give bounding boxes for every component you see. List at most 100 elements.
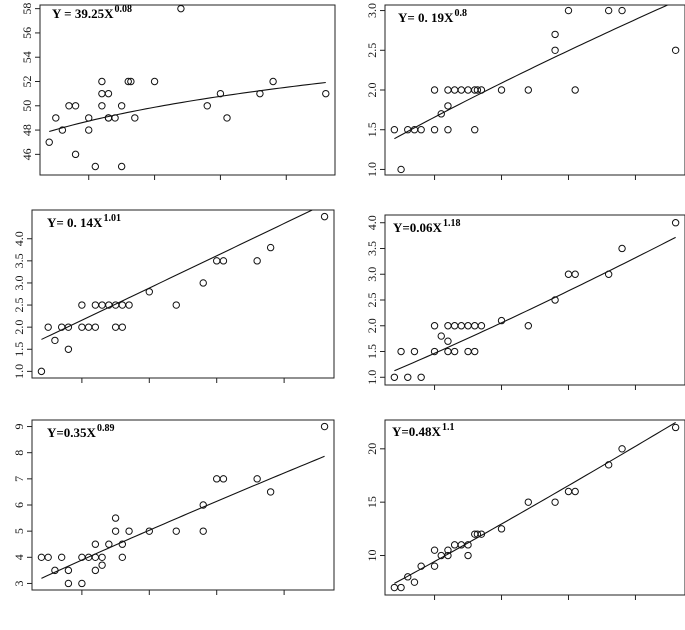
data-point [172,527,180,535]
data-point [444,337,452,345]
data-point [216,89,225,98]
fit-line [41,455,325,579]
fit-equation-exponent: 0.8 [454,8,467,19]
data-point [37,367,46,376]
data-point [444,322,452,330]
data-point [320,212,329,221]
data-point [430,126,439,134]
fit-equation-exponent: 0.08 [114,4,132,15]
data-point [524,322,533,330]
y-tick-label: 3.0 [365,267,379,282]
y-tick-label: 1.0 [365,162,379,177]
data-point [417,373,425,381]
data-point [91,553,100,562]
data-point [199,501,207,509]
y-tick-label: 1.5 [365,344,379,359]
data-point [444,546,452,554]
fit-equation-base: Y= 0. 14X [47,215,103,230]
data-point [390,373,399,381]
data-point [671,423,680,432]
data-point [437,110,445,118]
y-tick-label: 1.5 [12,342,26,357]
data-point [219,257,228,265]
data-point [322,89,330,98]
fit-equation-exponent: 0.89 [97,423,115,434]
y-tick-label: 4.0 [12,231,26,246]
data-point [65,102,73,110]
fit-equation: Y = 39.25X0.08 [52,4,132,21]
data-point [390,126,399,134]
y-tick-label: 2.5 [12,298,26,313]
data-point [571,487,579,496]
y-tick-label: 48 [20,124,34,136]
fit-line [41,210,314,340]
data-point [213,475,221,483]
fit-line [49,81,326,133]
data-point [253,475,261,483]
y-tick-label: 52 [20,76,34,88]
data-point [473,86,482,94]
fit-equation-exponent: 1.01 [103,213,121,224]
data-point [464,347,472,356]
data-point [71,102,80,110]
data-point [430,347,439,356]
plot-frame [31,209,335,379]
data-point [145,288,153,296]
data-point [51,566,59,575]
data-point [618,445,626,453]
data-point [91,566,100,575]
data-point [64,566,73,575]
data-point [253,257,261,265]
data-point [430,562,439,570]
data-point [320,422,329,431]
data-point [111,514,120,522]
fit-equation: Y=0.06X1.18 [393,218,460,235]
data-point [464,541,472,549]
data-point [471,126,479,134]
fit-line [394,5,669,140]
data-point [78,323,86,331]
data-point [477,322,486,330]
y-tick-label: 2.5 [365,43,379,58]
data-point [118,301,127,309]
data-point [497,86,506,94]
data-point [417,562,425,570]
y-tick-label: 7 [12,476,26,482]
data-point [44,323,52,331]
y-tick-label: 56 [20,27,34,39]
data-point [450,322,459,330]
data-point [450,86,459,94]
y-tick-label: 3.5 [365,241,379,256]
y-tick-label: 3.5 [12,253,26,268]
data-point [430,86,439,94]
y-tick-label: 50 [20,100,34,112]
y-tick-label: 1.0 [365,370,379,385]
y-tick-label: 2.0 [365,83,379,98]
data-point [199,527,207,535]
data-point [551,498,559,506]
y-tick-label: 2.0 [12,320,26,335]
data-point [444,102,452,110]
data-point [604,6,613,15]
data-point [444,347,452,356]
panel-6: 10 15 20 Y=0.48X1.1 [365,419,685,600]
panel-3: 1.0 1.5 2.0 2.5 3.0 3.5 4.0 Y= 0. 14X1.01 [12,209,335,383]
data-point [410,347,419,356]
data-point [98,77,106,86]
data-point [131,114,139,122]
data-point [571,86,579,94]
fit-line [394,236,676,372]
data-point [430,546,439,554]
data-point [85,114,93,122]
data-point [551,296,559,304]
data-point [91,162,100,171]
data-point [199,279,207,287]
y-tick-label: 4 [12,554,26,560]
data-point [118,323,127,331]
data-point [497,316,506,325]
data-point [444,86,452,94]
fit-equation-base: Y=0.48X [392,424,442,439]
data-point [91,323,100,331]
data-point [111,323,120,331]
